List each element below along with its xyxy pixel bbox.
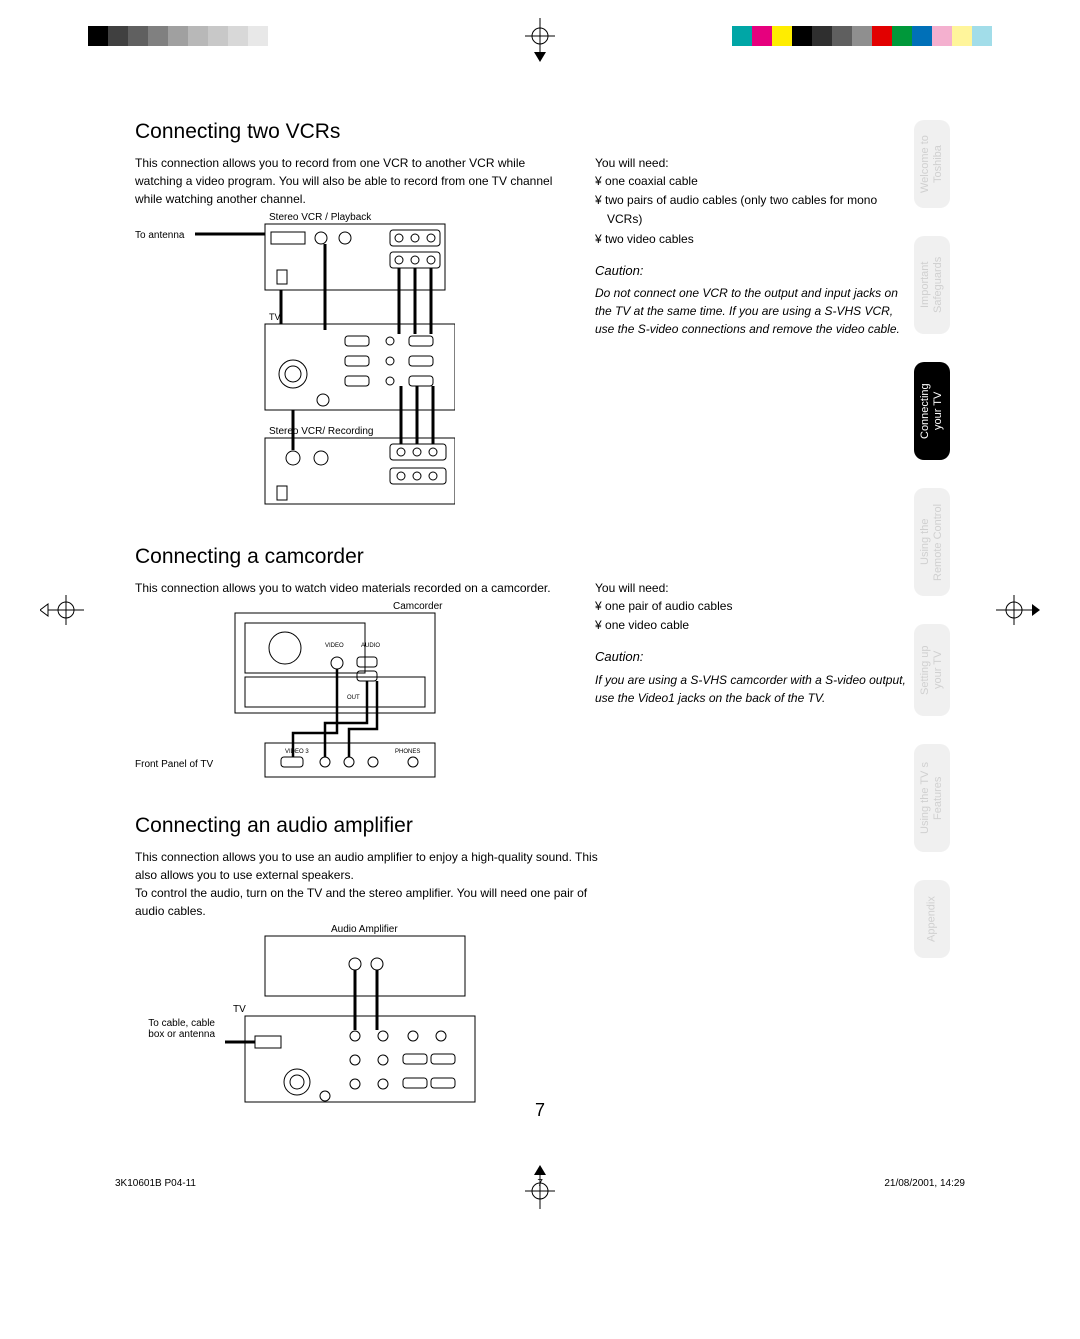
diagram-camcorder: VIDEO AUDIO OUT VIDEO 3 PHONES [225, 603, 445, 783]
camcorder-need-intro: You will need: [595, 579, 915, 597]
label-amp: Audio Amplifier [331, 924, 398, 935]
diagram-amplifier [225, 926, 485, 1116]
side-tab: Appendix [914, 880, 950, 958]
list-item: one video cable [595, 616, 915, 635]
page-number: 7 [535, 1100, 545, 1121]
svg-text:OUT: OUT [347, 695, 360, 701]
swatch [732, 26, 752, 46]
svg-text:PHONES: PHONES [395, 749, 420, 755]
section-title-vcrs: Connecting two VCRs [135, 120, 915, 144]
camcorder-caution-text: If you are using a S-VHS camcorder with … [595, 671, 915, 707]
swatch [932, 26, 952, 46]
footer-right: 21/08/2001, 14:29 [884, 1178, 965, 1189]
vcrs-need-intro: You will need: [595, 154, 915, 172]
svg-text:AUDIO: AUDIO [361, 643, 380, 649]
swatch [912, 26, 932, 46]
reg-mark-right [996, 595, 1040, 625]
footer-center: 7 [537, 1178, 543, 1189]
swatch [872, 26, 892, 46]
camcorder-needs-list: one pair of audio cablesone video cable [595, 597, 915, 635]
vcrs-needs-list: one coaxial cabletwo pairs of audio cabl… [595, 172, 915, 249]
colorbar-color [732, 26, 992, 46]
swatch [832, 26, 852, 46]
side-tab: Welcome to Toshiba [914, 120, 950, 208]
side-tab: Connecting your TV [914, 362, 950, 460]
section-title-camcorder: Connecting a camcorder [135, 545, 915, 569]
label-camcorder: Camcorder [393, 601, 442, 612]
swatch [88, 26, 108, 46]
svg-text:VIDEO 3: VIDEO 3 [285, 749, 309, 755]
swatch [188, 26, 208, 46]
swatch [268, 26, 288, 46]
label-amp-tv: TV [233, 1004, 246, 1015]
list-item: two pairs of audio cables (only two cabl… [595, 191, 915, 229]
list-item: two video cables [595, 230, 915, 249]
camcorder-intro: This connection allows you to watch vide… [135, 579, 555, 597]
swatch [108, 26, 128, 46]
vcrs-caution-text: Do not connect one VCR to the output and… [595, 284, 915, 338]
amplifier-intro: This connection allows you to use an aud… [135, 848, 615, 920]
list-item: one pair of audio cables [595, 597, 915, 616]
swatch [128, 26, 148, 46]
page-content: Connecting two VCRs This connection allo… [135, 120, 915, 1121]
swatch [148, 26, 168, 46]
swatch [248, 26, 268, 46]
swatch [228, 26, 248, 46]
side-tab: Using the Remote Control [914, 488, 950, 596]
swatch [972, 26, 992, 46]
swatch [208, 26, 228, 46]
diagram-two-vcrs: TV [195, 214, 455, 514]
side-nav-tabs: Welcome to Toshiba Important Safeguards Co… [914, 120, 950, 958]
colorbar-grayscale [88, 26, 288, 46]
swatch [852, 26, 872, 46]
reg-mark-top [525, 18, 555, 62]
label-frontpanel: Front Panel of TV [135, 759, 213, 770]
swatch [752, 26, 772, 46]
side-tab: Important Safeguards [914, 236, 950, 334]
section-title-amplifier: Connecting an audio amplifier [135, 814, 915, 838]
swatch [792, 26, 812, 46]
vcrs-caution-title: Caution: [595, 261, 915, 281]
swatch [892, 26, 912, 46]
label-to-antenna: To antenna [135, 230, 185, 241]
swatch [168, 26, 188, 46]
label-playback: Stereo VCR / Playback [269, 212, 371, 223]
footer-left: 3K10601B P04-11 [115, 1178, 196, 1189]
swatch [772, 26, 792, 46]
reg-mark-left [40, 595, 84, 625]
side-tab: Setting up your TV [914, 624, 950, 716]
svg-text:TV: TV [269, 312, 281, 322]
swatch [952, 26, 972, 46]
svg-text:VIDEO: VIDEO [325, 643, 344, 649]
vcrs-intro: This connection allows you to record fro… [135, 154, 555, 208]
camcorder-caution-title: Caution: [595, 647, 915, 667]
label-to-cable: To cable, cable box or antenna [135, 1018, 215, 1040]
list-item: one coaxial cable [595, 172, 915, 191]
label-recording: Stereo VCR/ Recording [269, 426, 374, 437]
swatch [812, 26, 832, 46]
side-tab: Using the TV s Features [914, 744, 950, 852]
footer: 3K10601B P04-11 7 21/08/2001, 14:29 [115, 1178, 965, 1189]
